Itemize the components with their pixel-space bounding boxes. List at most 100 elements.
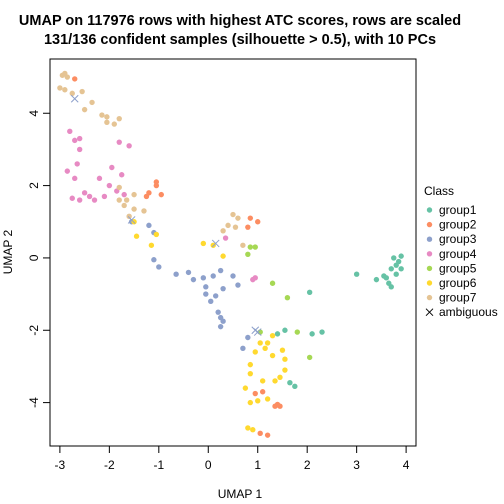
group4-point	[86, 193, 93, 200]
group2-point	[72, 76, 78, 82]
group7-point	[116, 115, 122, 122]
group7-point	[220, 228, 226, 234]
group1-point	[353, 271, 360, 277]
group2-point	[153, 179, 160, 185]
group3-point	[220, 285, 226, 292]
group1-point	[398, 253, 404, 259]
x-tick-label: 4	[403, 458, 410, 472]
group7-point	[57, 85, 63, 91]
group4-point	[72, 175, 78, 182]
x-tick-label: -1	[153, 458, 164, 472]
group4-point	[76, 197, 83, 203]
group4-point	[106, 182, 113, 189]
group3-point	[220, 318, 226, 324]
y-tick-label: 0	[27, 254, 41, 261]
group1-point	[306, 289, 313, 295]
group4-point	[76, 146, 83, 153]
x-axis: -3 -2 -1 0 1 2 3 4	[55, 445, 410, 472]
group7-point	[131, 191, 137, 198]
legend-label-group7: group7	[439, 291, 477, 305]
group5-point	[252, 244, 258, 250]
group6-point	[247, 361, 254, 368]
ambiguous-point	[127, 216, 136, 224]
legend-label-group5: group5	[439, 261, 477, 275]
group1-point	[319, 329, 325, 335]
x-tick-label: -2	[104, 458, 115, 472]
group5-point	[269, 280, 276, 286]
group4-point	[109, 164, 115, 171]
legend-marker-ambiguous	[425, 308, 434, 317]
group6-point	[245, 425, 251, 431]
group7-point	[62, 70, 68, 77]
group7-point	[225, 222, 231, 229]
group4-point	[64, 168, 71, 174]
x-tick-label: -3	[55, 458, 66, 472]
x-tick-label: 3	[353, 458, 360, 472]
group6-point	[269, 352, 276, 359]
group5-point	[245, 251, 251, 258]
legend-title: Class	[424, 184, 454, 198]
legend-label-group6: group6	[439, 276, 477, 290]
group7-point	[126, 213, 132, 220]
y-axis-label: UMAP 2	[1, 229, 15, 274]
group6-point	[282, 367, 288, 373]
group6-point	[262, 345, 268, 352]
x-tick-label: 0	[205, 458, 212, 472]
ambiguous-point	[211, 239, 220, 248]
legend-marker-group4	[426, 251, 433, 257]
group3-point	[230, 273, 236, 279]
legend-marker-group6	[426, 280, 433, 286]
group3-point	[200, 275, 207, 281]
group6-point	[252, 349, 258, 355]
group3-point	[190, 276, 197, 283]
group6-point	[277, 374, 283, 380]
group1-point	[381, 273, 387, 279]
group5-point	[306, 354, 313, 361]
group1-point	[393, 271, 399, 277]
legend-marker-group2	[426, 221, 433, 228]
group7-point	[81, 106, 88, 113]
group4-point	[119, 172, 125, 178]
group6-point	[282, 356, 288, 362]
group2-point	[252, 390, 258, 397]
group7-point	[116, 184, 122, 191]
chart-title-line-1: UMAP on 117976 rows with highest ATC sco…	[19, 13, 461, 29]
group6-point	[200, 240, 207, 247]
group6-point	[257, 340, 263, 346]
group5-point	[284, 295, 291, 301]
group7-point	[79, 88, 85, 95]
y-tick-label: -2	[27, 325, 41, 336]
group4-point	[91, 197, 98, 203]
group6-point	[242, 385, 249, 391]
y-axis: -4 -2 0 2 4	[27, 110, 51, 408]
group1-point	[282, 327, 288, 333]
group4-point	[81, 190, 88, 196]
data-points	[57, 70, 404, 438]
group1-point	[309, 331, 315, 337]
group7-point	[111, 121, 117, 127]
group6-point	[272, 378, 278, 384]
group7-point	[235, 215, 241, 221]
group4-point	[69, 195, 75, 201]
group2-point	[247, 215, 254, 221]
group2-point	[272, 403, 278, 409]
group3-point	[203, 291, 209, 297]
group3-point	[212, 293, 219, 299]
y-tick-label: -4	[27, 397, 41, 408]
group4-point	[74, 161, 80, 167]
group6-point	[153, 231, 160, 238]
group4-point	[72, 137, 78, 144]
group2-point	[245, 224, 251, 230]
group6-point	[250, 427, 256, 433]
group2-point	[259, 389, 266, 395]
group4-point	[222, 235, 229, 241]
group7-point	[62, 87, 68, 93]
group7-point	[121, 202, 127, 209]
ambiguous-point	[253, 328, 262, 336]
group1-point	[391, 255, 397, 261]
legend: Class group1group2group3group4group5grou…	[424, 184, 498, 319]
group1-point	[395, 258, 402, 265]
group6-point	[264, 396, 271, 402]
group7-point	[240, 242, 246, 248]
legend-label-group4: group4	[439, 247, 477, 261]
